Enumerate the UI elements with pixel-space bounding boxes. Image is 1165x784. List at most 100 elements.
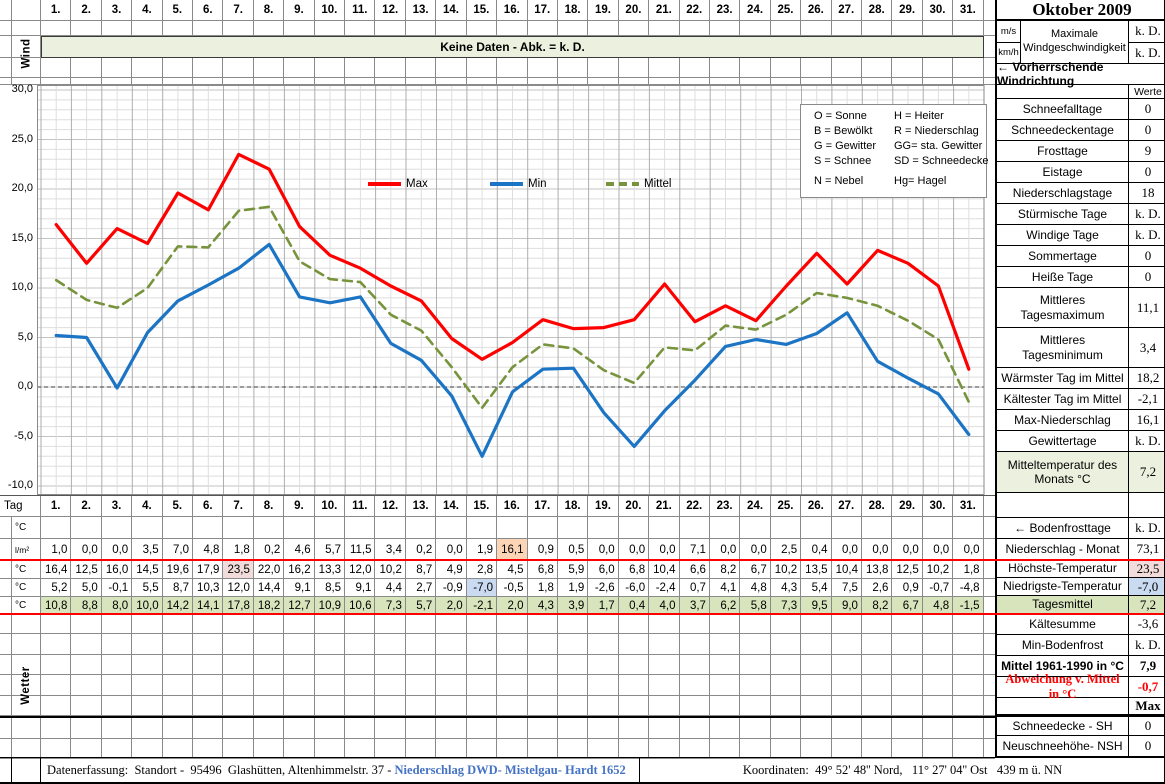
tiefsttemperatur-cell[interactable]: -7,0 <box>466 579 498 597</box>
wetter-cell[interactable] <box>405 738 437 759</box>
tag-day-cell[interactable]: 8. <box>253 496 285 517</box>
tiefsttemperatur-cell[interactable]: 12,0 <box>223 579 254 597</box>
wetter-cell[interactable] <box>101 675 133 696</box>
wetter-cell[interactable] <box>922 738 954 759</box>
wind-cell[interactable] <box>801 58 832 78</box>
stat-value[interactable]: 7,9 <box>1128 656 1164 676</box>
niederschlag-cell[interactable]: 0,2 <box>253 539 285 561</box>
wetter-cell[interactable] <box>588 614 619 635</box>
niederschlag-cell[interactable]: 0,0 <box>649 539 680 561</box>
tagesmittel-cell[interactable]: 8,8 <box>71 597 102 615</box>
day-header-cell[interactable]: 4. <box>132 0 163 21</box>
wind-cell[interactable] <box>375 58 406 78</box>
wetter-cell[interactable] <box>132 695 163 717</box>
wetter-cell[interactable] <box>253 738 285 759</box>
wetter-cell[interactable] <box>892 634 923 655</box>
stat-label[interactable]: Gewittertage <box>1028 433 1097 448</box>
wetter-cell[interactable] <box>588 634 619 655</box>
wetter-cell[interactable] <box>71 718 102 739</box>
wetter-cell[interactable] <box>557 738 589 759</box>
wetter-cell[interactable] <box>861 634 893 655</box>
wind-cell[interactable] <box>132 78 163 85</box>
wetter-cell[interactable] <box>892 695 923 717</box>
tiefsttemperatur-cell[interactable]: 4,4 <box>375 579 406 597</box>
stat-value[interactable]: 0 <box>1128 736 1164 756</box>
wetter-cell[interactable] <box>861 614 893 635</box>
wetter-cell[interactable] <box>953 718 984 739</box>
tag-day-cell[interactable]: 12. <box>375 496 406 517</box>
hoechsttemperatur-cell[interactable]: 6,0 <box>588 561 619 579</box>
stat-value[interactable]: 18 <box>1128 183 1164 203</box>
tagesmittel-cell[interactable]: 4,0 <box>649 597 680 615</box>
wind-cell[interactable] <box>922 21 954 36</box>
tag-day-cell[interactable]: 28. <box>861 496 893 517</box>
wind-cell[interactable] <box>861 58 893 78</box>
temperatur-leer-cell[interactable] <box>740 517 771 539</box>
wind-cell[interactable] <box>618 58 650 78</box>
temperature-chart[interactable]: 30,0 25,0 20,0 15,0 10,0 5,0 0,0 -5,0 -10,0 Max M… <box>0 83 995 495</box>
wetter-cell[interactable] <box>132 634 163 655</box>
wetter-cell[interactable] <box>649 675 680 696</box>
tagesmittel-cell[interactable]: 4,8 <box>922 597 954 615</box>
temperatur-leer-cell[interactable] <box>588 517 619 539</box>
tiefsttemperatur-cell[interactable]: -0,7 <box>922 579 954 597</box>
tiefsttemperatur-cell[interactable]: 10,3 <box>193 579 224 597</box>
wind-cell[interactable] <box>892 78 923 85</box>
tag-day-cell[interactable]: 15. <box>466 496 498 517</box>
wetter-cell[interactable] <box>588 738 619 759</box>
wetter-cell[interactable] <box>497 634 528 655</box>
wetter-cell[interactable] <box>588 695 619 717</box>
wetter-cell[interactable] <box>679 654 710 676</box>
day-header-cell[interactable]: 1. <box>41 0 72 21</box>
wetter-cell[interactable] <box>679 695 710 717</box>
stat-label[interactable]: Schneedeckentage <box>1011 122 1114 137</box>
wind-value-kmh[interactable]: k. D. <box>1135 44 1161 60</box>
day-header-cell[interactable]: 9. <box>284 0 315 21</box>
wetter-cell[interactable] <box>831 738 862 759</box>
wetter-cell[interactable] <box>801 738 832 759</box>
wind-cell[interactable] <box>162 78 194 85</box>
stat-label[interactable]: Höchste-Temperatur <box>1008 561 1117 576</box>
wetter-cell[interactable] <box>649 695 680 717</box>
day-header-cell[interactable]: 26. <box>801 0 832 21</box>
tagesmittel-cell[interactable]: 18,2 <box>253 597 285 615</box>
wetter-cell[interactable] <box>679 614 710 635</box>
wetter-cell[interactable] <box>345 695 376 717</box>
wetter-cell[interactable] <box>436 738 467 759</box>
wetter-cell[interactable] <box>253 675 285 696</box>
tagesmittel-cell[interactable]: 7,3 <box>770 597 802 615</box>
niederschlag-cell[interactable]: 11,5 <box>345 539 376 561</box>
tagesmittel-cell[interactable]: 5,7 <box>405 597 437 615</box>
wetter-cell[interactable] <box>193 718 224 739</box>
tagesmittel-cell[interactable]: 4,3 <box>527 597 558 615</box>
wind-cell[interactable] <box>284 21 315 36</box>
wetter-cell[interactable] <box>922 654 954 676</box>
tag-day-cell[interactable]: 24. <box>740 496 771 517</box>
wetter-cell[interactable] <box>527 614 558 635</box>
wind-cell[interactable] <box>71 78 102 85</box>
wetter-cell[interactable] <box>253 614 285 635</box>
wetter-cell[interactable] <box>618 718 650 739</box>
wetter-cell[interactable] <box>436 634 467 655</box>
niederschlag-cell[interactable]: 2,5 <box>770 539 802 561</box>
wetter-cell[interactable] <box>132 654 163 676</box>
wetter-cell[interactable] <box>709 654 741 676</box>
wetter-cell[interactable] <box>801 695 832 717</box>
wetter-cell[interactable] <box>861 654 893 676</box>
wind-cell[interactable] <box>345 58 376 78</box>
wetter-cell[interactable] <box>284 614 315 635</box>
stat-label[interactable]: Mittleres Tagesmaximum <box>1020 293 1105 322</box>
wetter-cell[interactable] <box>649 738 680 759</box>
wetter-cell[interactable] <box>497 614 528 635</box>
wind-cell[interactable] <box>861 21 893 36</box>
wind-cell[interactable] <box>223 58 254 78</box>
wetter-cell[interactable] <box>861 675 893 696</box>
tiefsttemperatur-cell[interactable]: -2,4 <box>649 579 680 597</box>
tagesmittel-cell[interactable]: 10,6 <box>345 597 376 615</box>
day-header-cell[interactable]: 31. <box>953 0 984 21</box>
wind-cell[interactable] <box>588 58 619 78</box>
tiefsttemperatur-cell[interactable]: 0,7 <box>679 579 710 597</box>
stat-value[interactable]: 18,2 <box>1128 368 1164 388</box>
wind-cell[interactable] <box>405 78 437 85</box>
tiefsttemperatur-cell[interactable]: 9,1 <box>284 579 315 597</box>
